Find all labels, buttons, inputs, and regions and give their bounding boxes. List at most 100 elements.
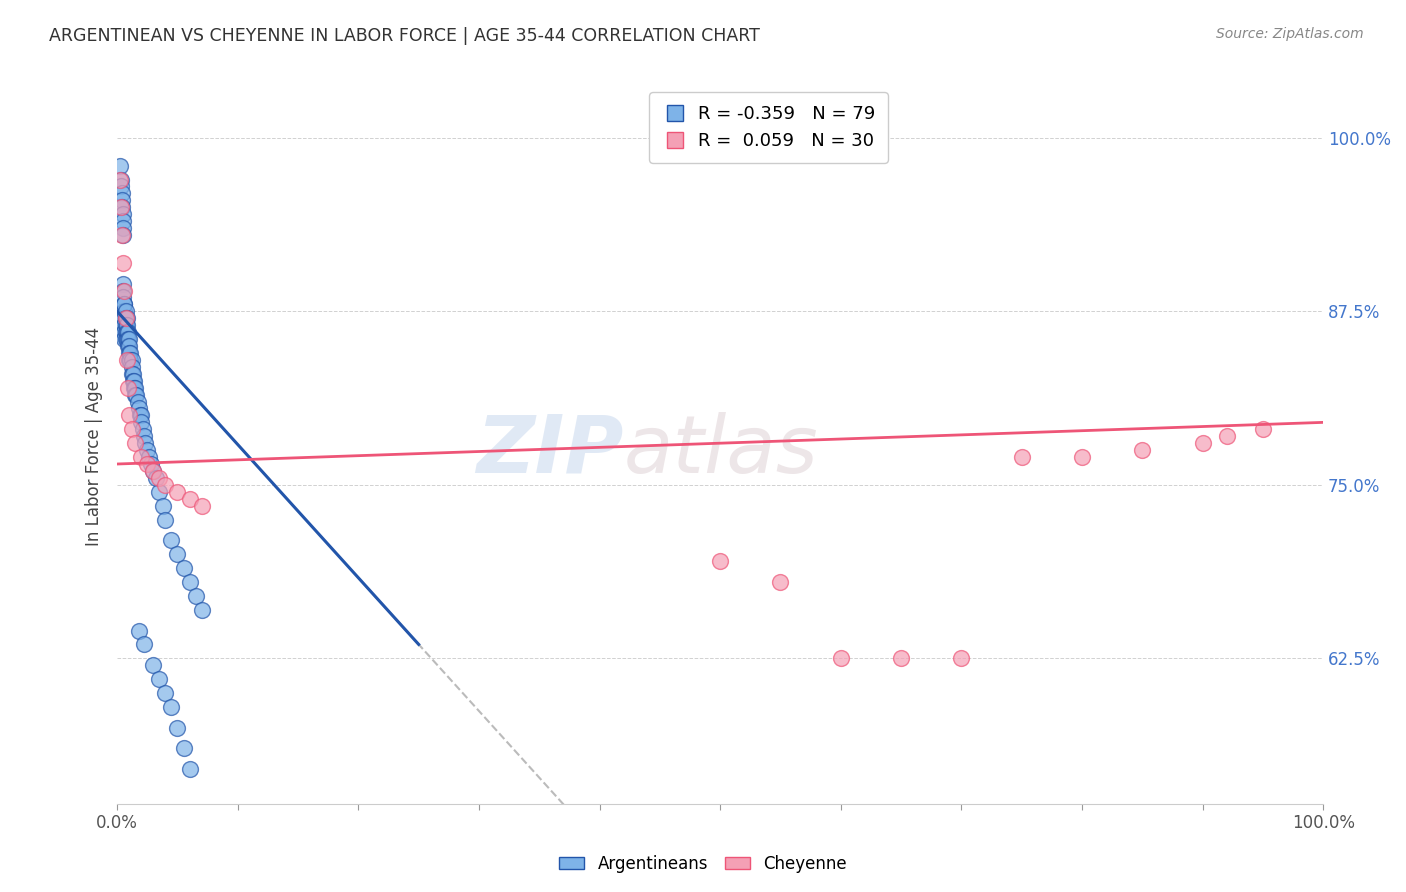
Point — [166, 547, 188, 561]
Point — [112, 332, 135, 346]
Point — [173, 561, 195, 575]
Point — [142, 464, 165, 478]
Point — [112, 304, 135, 318]
Point — [131, 450, 153, 464]
Text: ARGENTINEAN VS CHEYENNE IN LABOR FORCE | AGE 35-44 CORRELATION CHART: ARGENTINEAN VS CHEYENNE IN LABOR FORCE |… — [49, 27, 761, 45]
Point — [173, 741, 195, 756]
Point — [108, 172, 131, 186]
Point — [1251, 422, 1274, 436]
Point — [120, 346, 142, 360]
Point — [121, 367, 143, 381]
Point — [108, 159, 131, 173]
Point — [115, 353, 138, 368]
Point — [110, 172, 132, 186]
Point — [118, 346, 141, 360]
Point — [124, 387, 146, 401]
Point — [114, 304, 136, 318]
Point — [136, 443, 159, 458]
Point — [1071, 450, 1094, 464]
Point — [114, 318, 136, 333]
Point — [160, 699, 183, 714]
Point — [112, 284, 135, 298]
Point — [148, 484, 170, 499]
Point — [112, 214, 135, 228]
Point — [115, 332, 138, 346]
Point — [124, 436, 146, 450]
Point — [114, 311, 136, 326]
Point — [112, 297, 135, 311]
Text: ZIP: ZIP — [477, 412, 624, 490]
Point — [112, 318, 135, 333]
Point — [132, 429, 155, 443]
Point — [179, 574, 201, 589]
Point — [160, 533, 183, 548]
Point — [110, 200, 132, 214]
Point — [112, 227, 135, 242]
Point — [129, 409, 152, 423]
Point — [112, 284, 135, 298]
Point — [145, 471, 167, 485]
Point — [148, 672, 170, 686]
Point — [769, 574, 792, 589]
Point — [138, 450, 160, 464]
Point — [111, 194, 134, 208]
Y-axis label: In Labor Force | Age 35-44: In Labor Force | Age 35-44 — [86, 326, 103, 546]
Point — [127, 394, 149, 409]
Point — [112, 297, 135, 311]
Point — [179, 762, 201, 776]
Point — [112, 291, 135, 305]
Point — [118, 339, 141, 353]
Point — [114, 311, 136, 326]
Point — [190, 603, 212, 617]
Point — [120, 353, 142, 368]
Point — [117, 339, 139, 353]
Point — [134, 436, 156, 450]
Point — [950, 651, 973, 665]
Point — [115, 318, 138, 333]
Point — [1191, 436, 1213, 450]
Point — [709, 554, 731, 568]
Text: Source: ZipAtlas.com: Source: ZipAtlas.com — [1216, 27, 1364, 41]
Point — [142, 464, 165, 478]
Point — [132, 637, 155, 651]
Point — [830, 651, 852, 665]
Point — [890, 651, 912, 665]
Point — [111, 186, 134, 201]
Point — [121, 367, 143, 381]
Point — [121, 359, 143, 374]
Point — [114, 325, 136, 339]
Point — [121, 422, 143, 436]
Point — [128, 624, 150, 638]
Point — [152, 499, 174, 513]
Point — [121, 374, 143, 388]
Point — [117, 332, 139, 346]
Point — [136, 457, 159, 471]
Point — [118, 353, 141, 368]
Point — [125, 387, 148, 401]
Point — [112, 325, 135, 339]
Point — [179, 491, 201, 506]
Text: atlas: atlas — [624, 412, 818, 490]
Point — [112, 277, 135, 291]
Point — [118, 332, 141, 346]
Point — [1130, 443, 1153, 458]
Point — [112, 207, 135, 221]
Point — [1215, 429, 1237, 443]
Point — [155, 512, 177, 526]
Point — [155, 478, 177, 492]
Point — [184, 589, 207, 603]
Point — [112, 256, 135, 270]
Point — [114, 332, 136, 346]
Point — [148, 471, 170, 485]
Legend: R = -0.359   N = 79, R =  0.059   N = 30: R = -0.359 N = 79, R = 0.059 N = 30 — [650, 92, 887, 162]
Point — [117, 325, 139, 339]
Point — [112, 221, 135, 235]
Point — [155, 686, 177, 700]
Point — [166, 721, 188, 735]
Point — [190, 499, 212, 513]
Point — [115, 311, 138, 326]
Point — [118, 409, 141, 423]
Point — [111, 227, 134, 242]
Point — [122, 381, 145, 395]
Point — [110, 179, 132, 194]
